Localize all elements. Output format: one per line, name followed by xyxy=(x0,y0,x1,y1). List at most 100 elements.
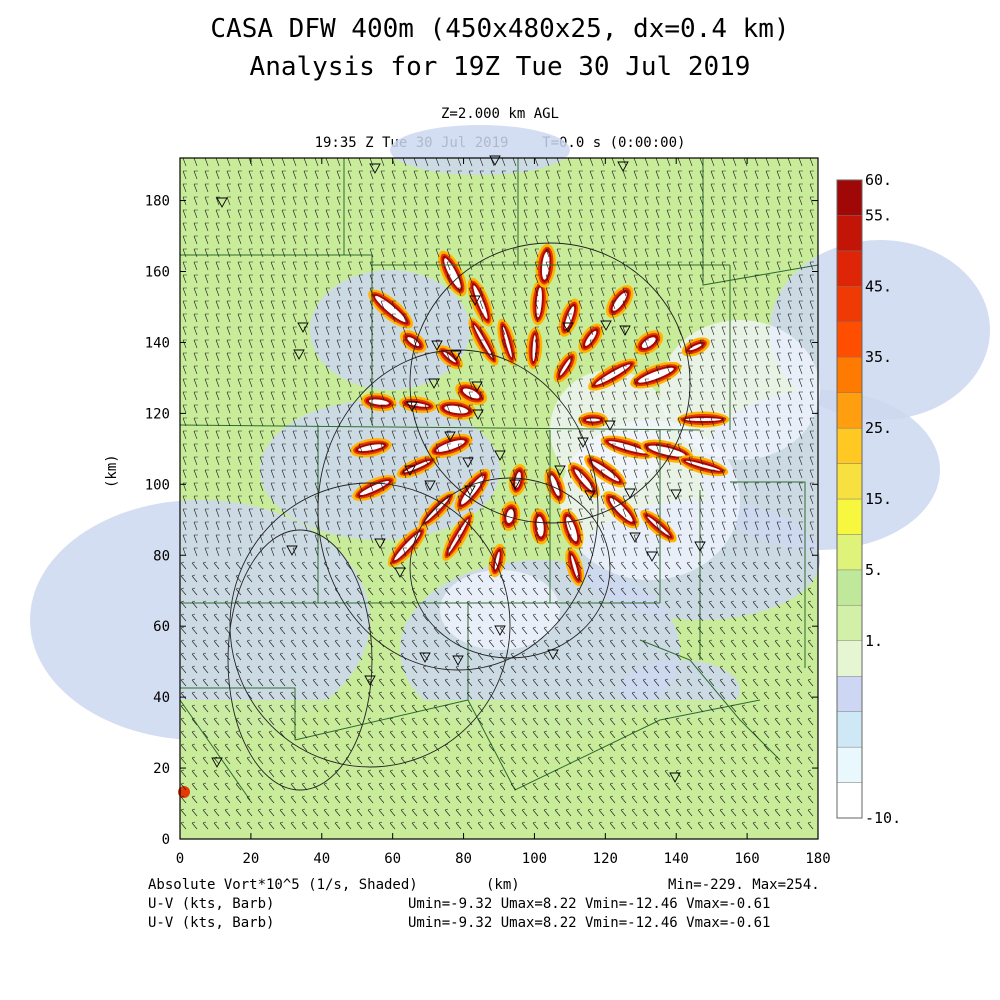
southern-green-region xyxy=(180,700,818,839)
x-axis-label: (km) xyxy=(486,877,520,893)
colorbar-label: 60. xyxy=(865,171,892,189)
county-boundaries xyxy=(179,158,819,801)
station-marker xyxy=(600,320,612,331)
station-marker xyxy=(406,401,418,412)
station-marker xyxy=(369,163,381,174)
station-marker xyxy=(562,322,574,333)
station-marker xyxy=(694,541,706,552)
station-marker xyxy=(584,490,596,501)
y-tick-label: 60 xyxy=(153,619,170,635)
county-line xyxy=(179,424,701,431)
vorticity-streak xyxy=(399,330,427,353)
uv-stats-1: Umin=-9.32 Umax=8.22 Vmin=-12.46 Vmax=-0… xyxy=(408,896,771,912)
station-marker xyxy=(374,538,386,549)
vorticity-streak xyxy=(578,323,603,354)
wind-barbs xyxy=(180,157,814,830)
colorbar-segment xyxy=(836,498,863,535)
colorbar-segment xyxy=(836,392,863,429)
colorbar-label: 25. xyxy=(865,419,892,437)
title-line-1: CASA DFW 400m (450x480x25, dx=0.4 km) xyxy=(210,14,790,44)
colorbar-segment xyxy=(836,215,863,252)
vorticity-streak xyxy=(368,289,414,329)
colorbar-segment xyxy=(836,605,863,641)
low-vorticity-region xyxy=(30,500,370,740)
station-marker xyxy=(404,465,416,476)
colorbar-label: 15. xyxy=(865,490,892,508)
title-line-2: Analysis for 19Z Tue 30 Jul 2019 xyxy=(249,52,751,82)
station-marker xyxy=(462,457,474,468)
colorbar-label: 1. xyxy=(865,632,883,650)
colorbar-label: -10. xyxy=(865,809,901,827)
colorbar-label: 45. xyxy=(865,277,892,295)
county-line xyxy=(659,699,761,721)
colorbar-segment xyxy=(836,711,863,748)
colorbar: 60. 55. 45. 35. 25. 15. 5. 1. -10. xyxy=(836,171,901,827)
station-marker xyxy=(624,488,636,499)
y-tick-label: 160 xyxy=(145,265,170,281)
colorbar-segment xyxy=(836,463,863,500)
colorbar-segment xyxy=(836,179,863,216)
station-marker xyxy=(646,551,658,562)
range-ring xyxy=(409,242,691,524)
station-marker xyxy=(577,437,589,448)
station-marker xyxy=(286,545,298,556)
station-marker xyxy=(547,649,559,660)
station-marker xyxy=(472,409,484,420)
station-markers xyxy=(211,155,706,783)
range-ring xyxy=(227,529,373,791)
x-tick-label: 40 xyxy=(313,851,330,867)
station-marker xyxy=(216,197,228,208)
x-tick-label: 140 xyxy=(664,851,689,867)
station-marker xyxy=(452,655,464,666)
y-tick-label: 0 xyxy=(162,832,170,848)
x-tick-label: 80 xyxy=(455,851,472,867)
vorticity-streak xyxy=(526,327,543,370)
vorticity-streak xyxy=(436,399,477,420)
station-marker xyxy=(670,489,682,500)
station-marker xyxy=(293,349,305,360)
station-marker xyxy=(364,675,376,686)
station-marker xyxy=(471,381,483,392)
colorbar-segment xyxy=(836,286,863,322)
y-tick-label: 120 xyxy=(145,406,170,422)
station-marker xyxy=(669,772,681,783)
y-tick-label: 140 xyxy=(145,335,170,351)
edge-hotspot xyxy=(178,786,190,798)
station-marker xyxy=(464,485,476,496)
minmax-label: Min=-229. Max=254. xyxy=(668,877,820,893)
x-tick-label: 0 xyxy=(176,851,184,867)
station-marker xyxy=(619,325,631,336)
vorticity-streak xyxy=(488,543,506,578)
barb-label-1: U-V (kts, Barb) xyxy=(148,896,275,912)
station-marker xyxy=(604,420,616,431)
x-tick-label: 160 xyxy=(734,851,759,867)
station-marker xyxy=(297,322,309,333)
vorticity-streak xyxy=(584,454,627,488)
field-name: Absolute Vort*10^5 (1/s, Shaded) xyxy=(148,877,418,893)
y-tick-label: 80 xyxy=(153,548,170,564)
x-tick-label: 180 xyxy=(805,851,830,867)
station-marker xyxy=(211,757,223,768)
plot-frame xyxy=(179,157,819,840)
colorbar-segment xyxy=(836,321,863,358)
station-marker xyxy=(494,625,506,636)
station-marker xyxy=(419,652,431,663)
colorbar-segment xyxy=(836,676,863,712)
colorbar-segment xyxy=(836,357,863,393)
colorbar-label: 35. xyxy=(865,348,892,366)
vorticity-streak xyxy=(361,392,397,412)
y-tick-label: 20 xyxy=(153,761,170,777)
barb-label-2: U-V (kts, Barb) xyxy=(148,915,275,931)
level-label: Z=2.000 km AGL xyxy=(440,106,559,122)
county-line xyxy=(180,687,296,740)
low-vorticity-region xyxy=(770,240,990,420)
station-marker xyxy=(494,450,506,461)
station-marker xyxy=(629,532,641,543)
vorticity-streak xyxy=(640,509,677,543)
station-marker xyxy=(469,295,481,306)
county-line xyxy=(467,699,661,791)
y-tick-label: 40 xyxy=(153,690,170,706)
station-marker xyxy=(450,350,462,361)
colorbar-label: 55. xyxy=(865,206,892,224)
